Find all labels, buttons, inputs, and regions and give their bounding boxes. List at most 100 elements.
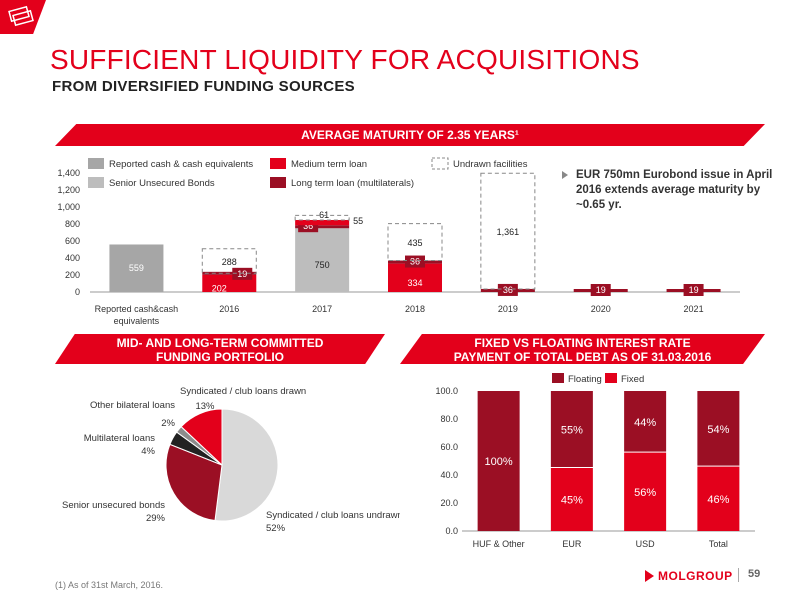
undrawn-label: 288 [222, 257, 237, 267]
category-label: HUF & Other [473, 539, 525, 549]
legend-label: Floating [568, 374, 602, 385]
interest-banner-line1: FIXED VS FLOATING INTEREST RATE [474, 336, 691, 350]
pie-label: Syndicated / club loans undrawn [266, 510, 400, 521]
legend-label: Undrawn facilities [453, 159, 528, 170]
undrawn-facility-box [480, 172, 536, 290]
data-label-bg [497, 283, 518, 296]
bar-floating [477, 391, 520, 531]
pie-label: Multilateral loans [84, 433, 156, 444]
data-label: 202 [212, 283, 227, 293]
maturity-categories: Reported cash&cash equivalents 2016 2017 201… [95, 304, 704, 326]
pie-labels: Syndicated / club loans undrawn 52% Senior… [62, 386, 400, 534]
category-label: EUR [562, 539, 582, 549]
data-label: 36 [410, 257, 420, 267]
category-label: 2020 [591, 304, 611, 314]
undrawn-facility-box [294, 214, 350, 221]
y-tick-label: 0.0 [445, 526, 458, 536]
data-label: 55% [561, 425, 583, 437]
data-label-bg [232, 267, 253, 280]
money-icon [8, 5, 34, 27]
data-label: 19 [596, 285, 606, 295]
pie-slices [165, 408, 279, 522]
y-tick-label: 100.0 [435, 386, 458, 396]
pie-percent: 2% [161, 418, 175, 429]
data-label: 36 [503, 285, 513, 295]
bar-fixed [550, 468, 593, 531]
page-subtitle: FROM DIVERSIFIED FUNDING SOURCES [52, 78, 355, 95]
y-tick-label: 1,400 [57, 168, 80, 178]
y-tick-label: 60.0 [440, 442, 458, 452]
pie-slice [214, 408, 279, 522]
funding-portfolio-banner: MID- AND LONG-TERM COMMITTED FUNDING POR… [55, 334, 385, 364]
pie-percent: 4% [141, 446, 155, 457]
data-label: 56% [634, 487, 656, 499]
interest-bars: 100% HUF & Other 45% 55% EUR 56% 44% USD 46% 54% T… [473, 391, 740, 549]
category-label: Total [709, 539, 728, 549]
legend-swatch [605, 373, 617, 383]
category-label: USD [636, 539, 656, 549]
bar-fixed [624, 452, 667, 531]
pie-label: Syndicated / club loans drawn [180, 386, 306, 397]
pie-label: Senior unsecured bonds [62, 500, 165, 511]
y-tick-label: 600 [65, 236, 80, 246]
legend-label: Senior Unsecured Bonds [109, 178, 215, 189]
molgroup-logo: MOLGROUP [645, 568, 733, 584]
y-tick-label: 200 [65, 270, 80, 280]
legend-swatch [88, 158, 104, 169]
data-label: 19 [689, 285, 699, 295]
y-tick-label: 1,000 [57, 202, 80, 212]
undrawn-label: 1,361 [497, 227, 520, 237]
bar-floating [550, 391, 593, 467]
pie-label: Other bilateral loans [90, 400, 175, 411]
pie-slice [165, 443, 223, 522]
funding-pie-chart: Syndicated / club loans undrawn 52% Senior… [62, 386, 400, 534]
undrawn-label: 55 [353, 216, 363, 226]
data-label: 54% [707, 424, 729, 436]
bar-segment [109, 244, 164, 292]
page-number: 59 [748, 568, 761, 580]
pie-percent: 13% [195, 401, 215, 412]
data-label: 559 [129, 263, 144, 273]
legend-label: Reported cash & cash equivalents [109, 159, 253, 170]
data-label: 36 [303, 221, 313, 231]
legend-swatch-undrawn [431, 157, 449, 170]
bar-segment [295, 228, 350, 292]
data-label-bg [405, 255, 425, 268]
y-tick-label: 80.0 [440, 414, 458, 424]
footer-divider [738, 568, 739, 582]
footnote: (1) As of 31st March, 2016. [55, 580, 164, 590]
data-label: 46% [707, 494, 729, 506]
category-label: 2016 [219, 304, 239, 314]
y-tick-label: 1,200 [57, 185, 80, 195]
legend-label: Fixed [621, 374, 644, 385]
bar-segment [295, 225, 350, 229]
pie-percent: 29% [146, 513, 166, 524]
bar-floating [697, 391, 740, 466]
y-tick-label: 20.0 [440, 498, 458, 508]
interest-legend: Floating Fixed [552, 373, 644, 385]
interest-rate-banner: FIXED VS FLOATING INTEREST RATE PAYMENT … [400, 334, 765, 364]
legend-swatch [552, 373, 564, 383]
maturity-banner: AVERAGE MATURITY OF 2.35 YEARS¹ [55, 124, 765, 146]
bar-segment [388, 263, 442, 292]
legend-swatch [270, 177, 286, 188]
data-label-bg [683, 284, 704, 296]
category-label: 2018 [405, 304, 425, 314]
category-label: 2017 [312, 304, 332, 314]
category-label: Reported cash&cash [95, 304, 179, 314]
category-label-line2: equivalents [114, 316, 160, 326]
data-label: 19 [237, 269, 247, 279]
data-label: 334 [407, 278, 422, 288]
molgroup-logo-text: MOLGROUP [658, 569, 733, 583]
category-label: 2019 [498, 304, 518, 314]
legend-label: Long term loan (multilaterals) [291, 178, 414, 189]
y-tick-label: 0 [75, 287, 80, 297]
undrawn-label: 435 [407, 238, 422, 248]
page-title: SUFFICIENT LIQUIDITY FOR ACQUISITIONS [50, 44, 640, 75]
data-label: 750 [315, 260, 330, 270]
pie-percent: 52% [266, 523, 286, 534]
data-label: 45% [561, 495, 583, 507]
bar-floating [624, 391, 667, 452]
legend-label: Medium term loan [291, 159, 367, 170]
